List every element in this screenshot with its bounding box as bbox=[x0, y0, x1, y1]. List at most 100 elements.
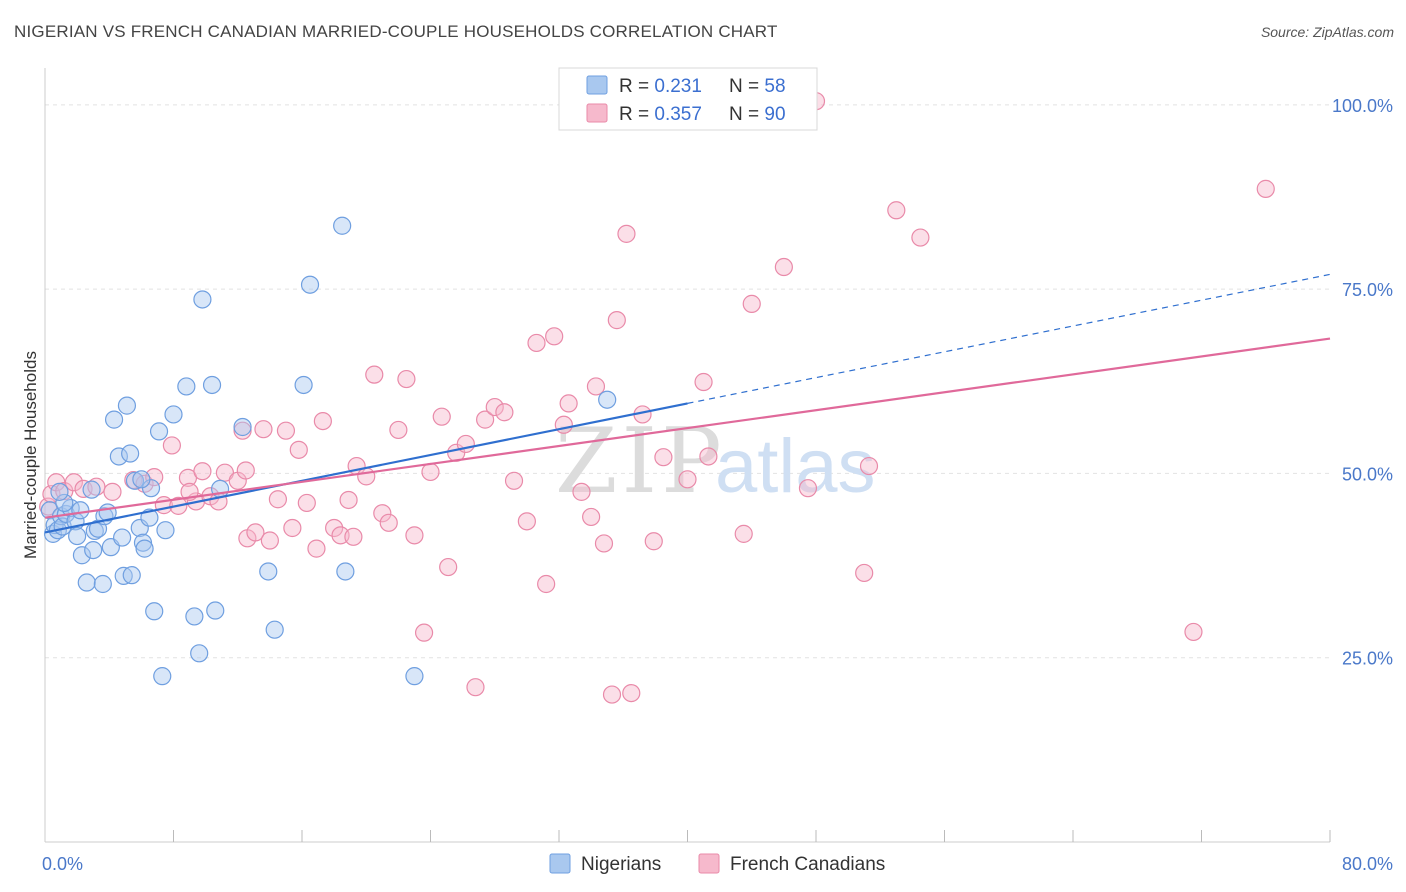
french-canadian-point bbox=[313, 411, 332, 431]
y-tick-label: 100.0% bbox=[1332, 96, 1393, 116]
french-canadian-point bbox=[485, 397, 504, 417]
french-canadian-point bbox=[495, 403, 514, 422]
french-canadian-point bbox=[421, 462, 440, 482]
nigerian-point bbox=[84, 540, 103, 560]
y-tick-label: 75.0% bbox=[1342, 280, 1393, 300]
french-canadian-point bbox=[572, 482, 591, 501]
nigerian-point bbox=[132, 470, 151, 489]
watermark-atlas: atlas bbox=[715, 424, 876, 509]
watermark: ZIP atlas bbox=[555, 409, 876, 514]
nigerian-point bbox=[598, 390, 617, 409]
chart-title: NIGERIAN VS FRENCH CANADIAN MARRIED-COUP… bbox=[14, 22, 778, 41]
grid-lines bbox=[45, 104, 1330, 659]
french-canadians-trend-line bbox=[44, 337, 1331, 519]
nigerian-point bbox=[68, 526, 87, 546]
nigerian-point bbox=[55, 493, 74, 513]
french-canadian-point bbox=[734, 524, 753, 543]
french-canadian-point bbox=[554, 415, 573, 434]
french-canadian-point bbox=[365, 365, 384, 384]
french-canadian-point bbox=[1184, 622, 1203, 642]
nigerian-point bbox=[121, 444, 140, 463]
chart-source: Source: ZipAtlas.com bbox=[1260, 24, 1394, 40]
french-canadians-points bbox=[39, 92, 1275, 704]
nigerian-point bbox=[333, 216, 352, 235]
french-canadian-point bbox=[260, 531, 279, 550]
french-canadian-point bbox=[87, 477, 106, 496]
legend-r-label-2: R = bbox=[619, 104, 654, 125]
nigerian-point bbox=[233, 417, 252, 437]
french-canadian-point bbox=[373, 504, 392, 523]
nigerian-point bbox=[265, 620, 284, 639]
legend-swatch-french-canadians bbox=[586, 103, 608, 123]
bottom-legend-nigerians[interactable]: Nigerians bbox=[581, 854, 661, 875]
nigerian-point bbox=[71, 501, 90, 520]
french-canadian-point bbox=[307, 539, 326, 558]
nigerian-point bbox=[77, 573, 96, 592]
french-canadian-point bbox=[389, 420, 408, 440]
french-canadian-point bbox=[654, 448, 673, 467]
y-tick-label: 25.0% bbox=[1342, 649, 1393, 669]
french-canadian-point bbox=[397, 369, 416, 389]
french-canadian-point bbox=[405, 526, 424, 545]
nigerian-point bbox=[164, 405, 183, 424]
x-tick-label: 0.0% bbox=[42, 854, 83, 874]
nigerian-point bbox=[104, 410, 124, 429]
french-canadian-point bbox=[246, 523, 265, 542]
french-canadian-point bbox=[268, 490, 288, 509]
french-canadian-point bbox=[559, 394, 578, 413]
french-canadian-point bbox=[887, 201, 906, 220]
trend-lines bbox=[44, 273, 1331, 534]
legend-n-value-1: 58 bbox=[764, 76, 785, 97]
french-canadian-point bbox=[607, 311, 626, 330]
y-tick-labels: 25.0% 50.0% 75.0% 100.0% bbox=[1332, 96, 1393, 669]
svg-text:N = 90: N = 90 bbox=[729, 104, 786, 125]
french-canadian-point bbox=[855, 563, 874, 583]
nigerian-point bbox=[206, 601, 225, 620]
legend-r-label-1: R = bbox=[619, 76, 654, 97]
french-canadian-point bbox=[527, 333, 546, 353]
y-tick-label: 50.0% bbox=[1342, 464, 1393, 484]
french-canadian-point bbox=[859, 456, 879, 476]
french-canadian-point bbox=[622, 683, 641, 703]
nigerian-point bbox=[405, 667, 424, 686]
french-canadian-point bbox=[254, 420, 273, 439]
nigerian-point bbox=[153, 667, 172, 686]
nigerian-point bbox=[300, 275, 320, 294]
french-canadian-point bbox=[582, 507, 601, 527]
legend-n-label-2: N = bbox=[729, 104, 764, 125]
bottom-swatch-nigerians[interactable] bbox=[549, 853, 571, 874]
french-canadian-point bbox=[517, 512, 536, 531]
french-canadian-point bbox=[103, 482, 122, 501]
nigerian-point bbox=[336, 562, 355, 581]
bottom-swatch-french-canadians[interactable] bbox=[698, 853, 720, 874]
legend-n-label-1: N = bbox=[729, 76, 764, 97]
bottom-legend-french-canadians[interactable]: French Canadians bbox=[730, 854, 885, 875]
french-canadian-point bbox=[276, 421, 296, 440]
french-canadian-point bbox=[193, 462, 212, 481]
french-canadian-point bbox=[236, 461, 255, 480]
french-canadian-point bbox=[594, 534, 614, 553]
nigerian-point bbox=[109, 447, 128, 466]
french-canadian-point bbox=[466, 678, 485, 697]
nigerian-point bbox=[202, 375, 222, 395]
french-canadian-point bbox=[1256, 179, 1275, 198]
french-canadian-point bbox=[357, 467, 376, 486]
french-canadian-point bbox=[678, 470, 697, 489]
svg-text:N = 58: N = 58 bbox=[729, 76, 786, 97]
nigerian-point bbox=[50, 482, 69, 501]
x-tick-labels: 0.0% 80.0% bbox=[42, 854, 1393, 874]
french-canadian-point bbox=[504, 471, 524, 490]
nigerian-point bbox=[149, 422, 169, 441]
french-canadian-point bbox=[545, 327, 564, 346]
nigerian-point bbox=[122, 566, 141, 585]
french-canadian-point bbox=[432, 407, 451, 426]
x-tick-label: 80.0% bbox=[1342, 854, 1393, 874]
svg-text:R = 0.231: R = 0.231 bbox=[619, 76, 702, 97]
nigerian-point bbox=[112, 528, 132, 547]
legend-r-value-1: 0.231 bbox=[654, 76, 702, 97]
french-canadian-point bbox=[694, 372, 713, 392]
french-canadian-point bbox=[699, 447, 718, 466]
nigerian-point bbox=[294, 375, 313, 395]
french-canadian-point bbox=[602, 685, 622, 704]
